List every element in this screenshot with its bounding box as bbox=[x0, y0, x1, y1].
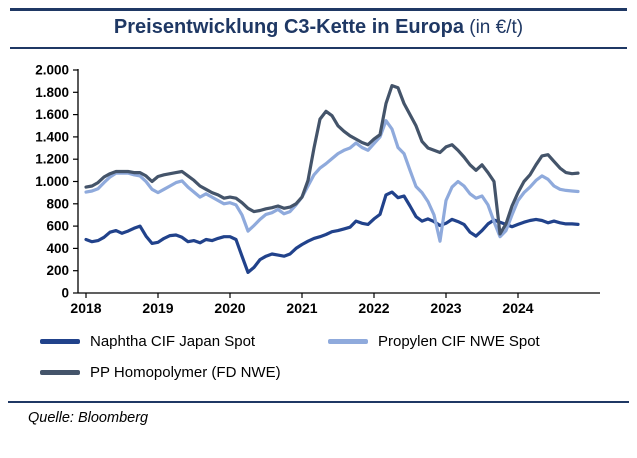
y-tick-label: 1.200 bbox=[35, 152, 69, 167]
x-tick-label: 2024 bbox=[502, 300, 533, 316]
title-unit: (in €/t) bbox=[463, 17, 524, 38]
propylen-line-swatch bbox=[328, 339, 368, 344]
y-tick-label: 200 bbox=[46, 263, 69, 278]
legend: Naphtha CIF Japan Spot Propylen CIF NWE … bbox=[0, 333, 637, 381]
source-note: Quelle: Bloomberg bbox=[28, 410, 149, 426]
y-tick-label: 800 bbox=[46, 196, 69, 211]
naphtha-line-swatch bbox=[40, 339, 80, 344]
price-line-chart: 0 200 400 600 800 1.000 1.200 1.400 1.600 1.800 2.… bbox=[35, 63, 600, 316]
legend-label-propylen: Propylen CIF NWE Spot bbox=[378, 333, 540, 350]
bottom-divider bbox=[8, 401, 629, 403]
y-tick-label: 1.400 bbox=[35, 129, 69, 144]
x-tick-label: 2021 bbox=[286, 300, 317, 316]
x-tick-label: 2020 bbox=[214, 300, 245, 316]
chart-title-bar: Preisentwicklung C3-Kette in Europa (in … bbox=[10, 8, 627, 49]
y-tick-label: 400 bbox=[46, 241, 69, 256]
pp-series-line bbox=[84, 83, 580, 236]
y-tick-label: 1.600 bbox=[35, 107, 69, 122]
propylen-series-line bbox=[84, 119, 580, 243]
legend-row-1: Naphtha CIF Japan Spot Propylen CIF NWE … bbox=[40, 333, 637, 350]
x-tick-label: 2022 bbox=[358, 300, 389, 316]
legend-label-naphtha: Naphtha CIF Japan Spot bbox=[90, 333, 256, 350]
x-tick-label: 2019 bbox=[142, 300, 173, 316]
x-tick-label: 2023 bbox=[430, 300, 461, 316]
y-tick-label: 2.000 bbox=[35, 63, 69, 78]
legend-item-pp: PP Homopolymer (FD NWE) bbox=[40, 364, 328, 381]
legend-item-naphtha: Naphtha CIF Japan Spot bbox=[40, 333, 328, 350]
y-tick-label: 600 bbox=[46, 219, 69, 234]
y-tick-label: 1.800 bbox=[35, 85, 69, 100]
legend-label-pp: PP Homopolymer (FD NWE) bbox=[90, 364, 281, 381]
x-tick-label: 2018 bbox=[70, 300, 101, 316]
pp-line-swatch bbox=[40, 370, 80, 375]
page-title: Preisentwicklung C3-Kette in Europa bbox=[113, 16, 464, 38]
legend-row-2: PP Homopolymer (FD NWE) bbox=[40, 364, 637, 381]
naphtha-series-line bbox=[84, 190, 580, 274]
y-tick-label: 1.000 bbox=[35, 174, 69, 189]
legend-item-propylen: Propylen CIF NWE Spot bbox=[328, 333, 616, 350]
y-tick-label: 0 bbox=[61, 286, 69, 301]
